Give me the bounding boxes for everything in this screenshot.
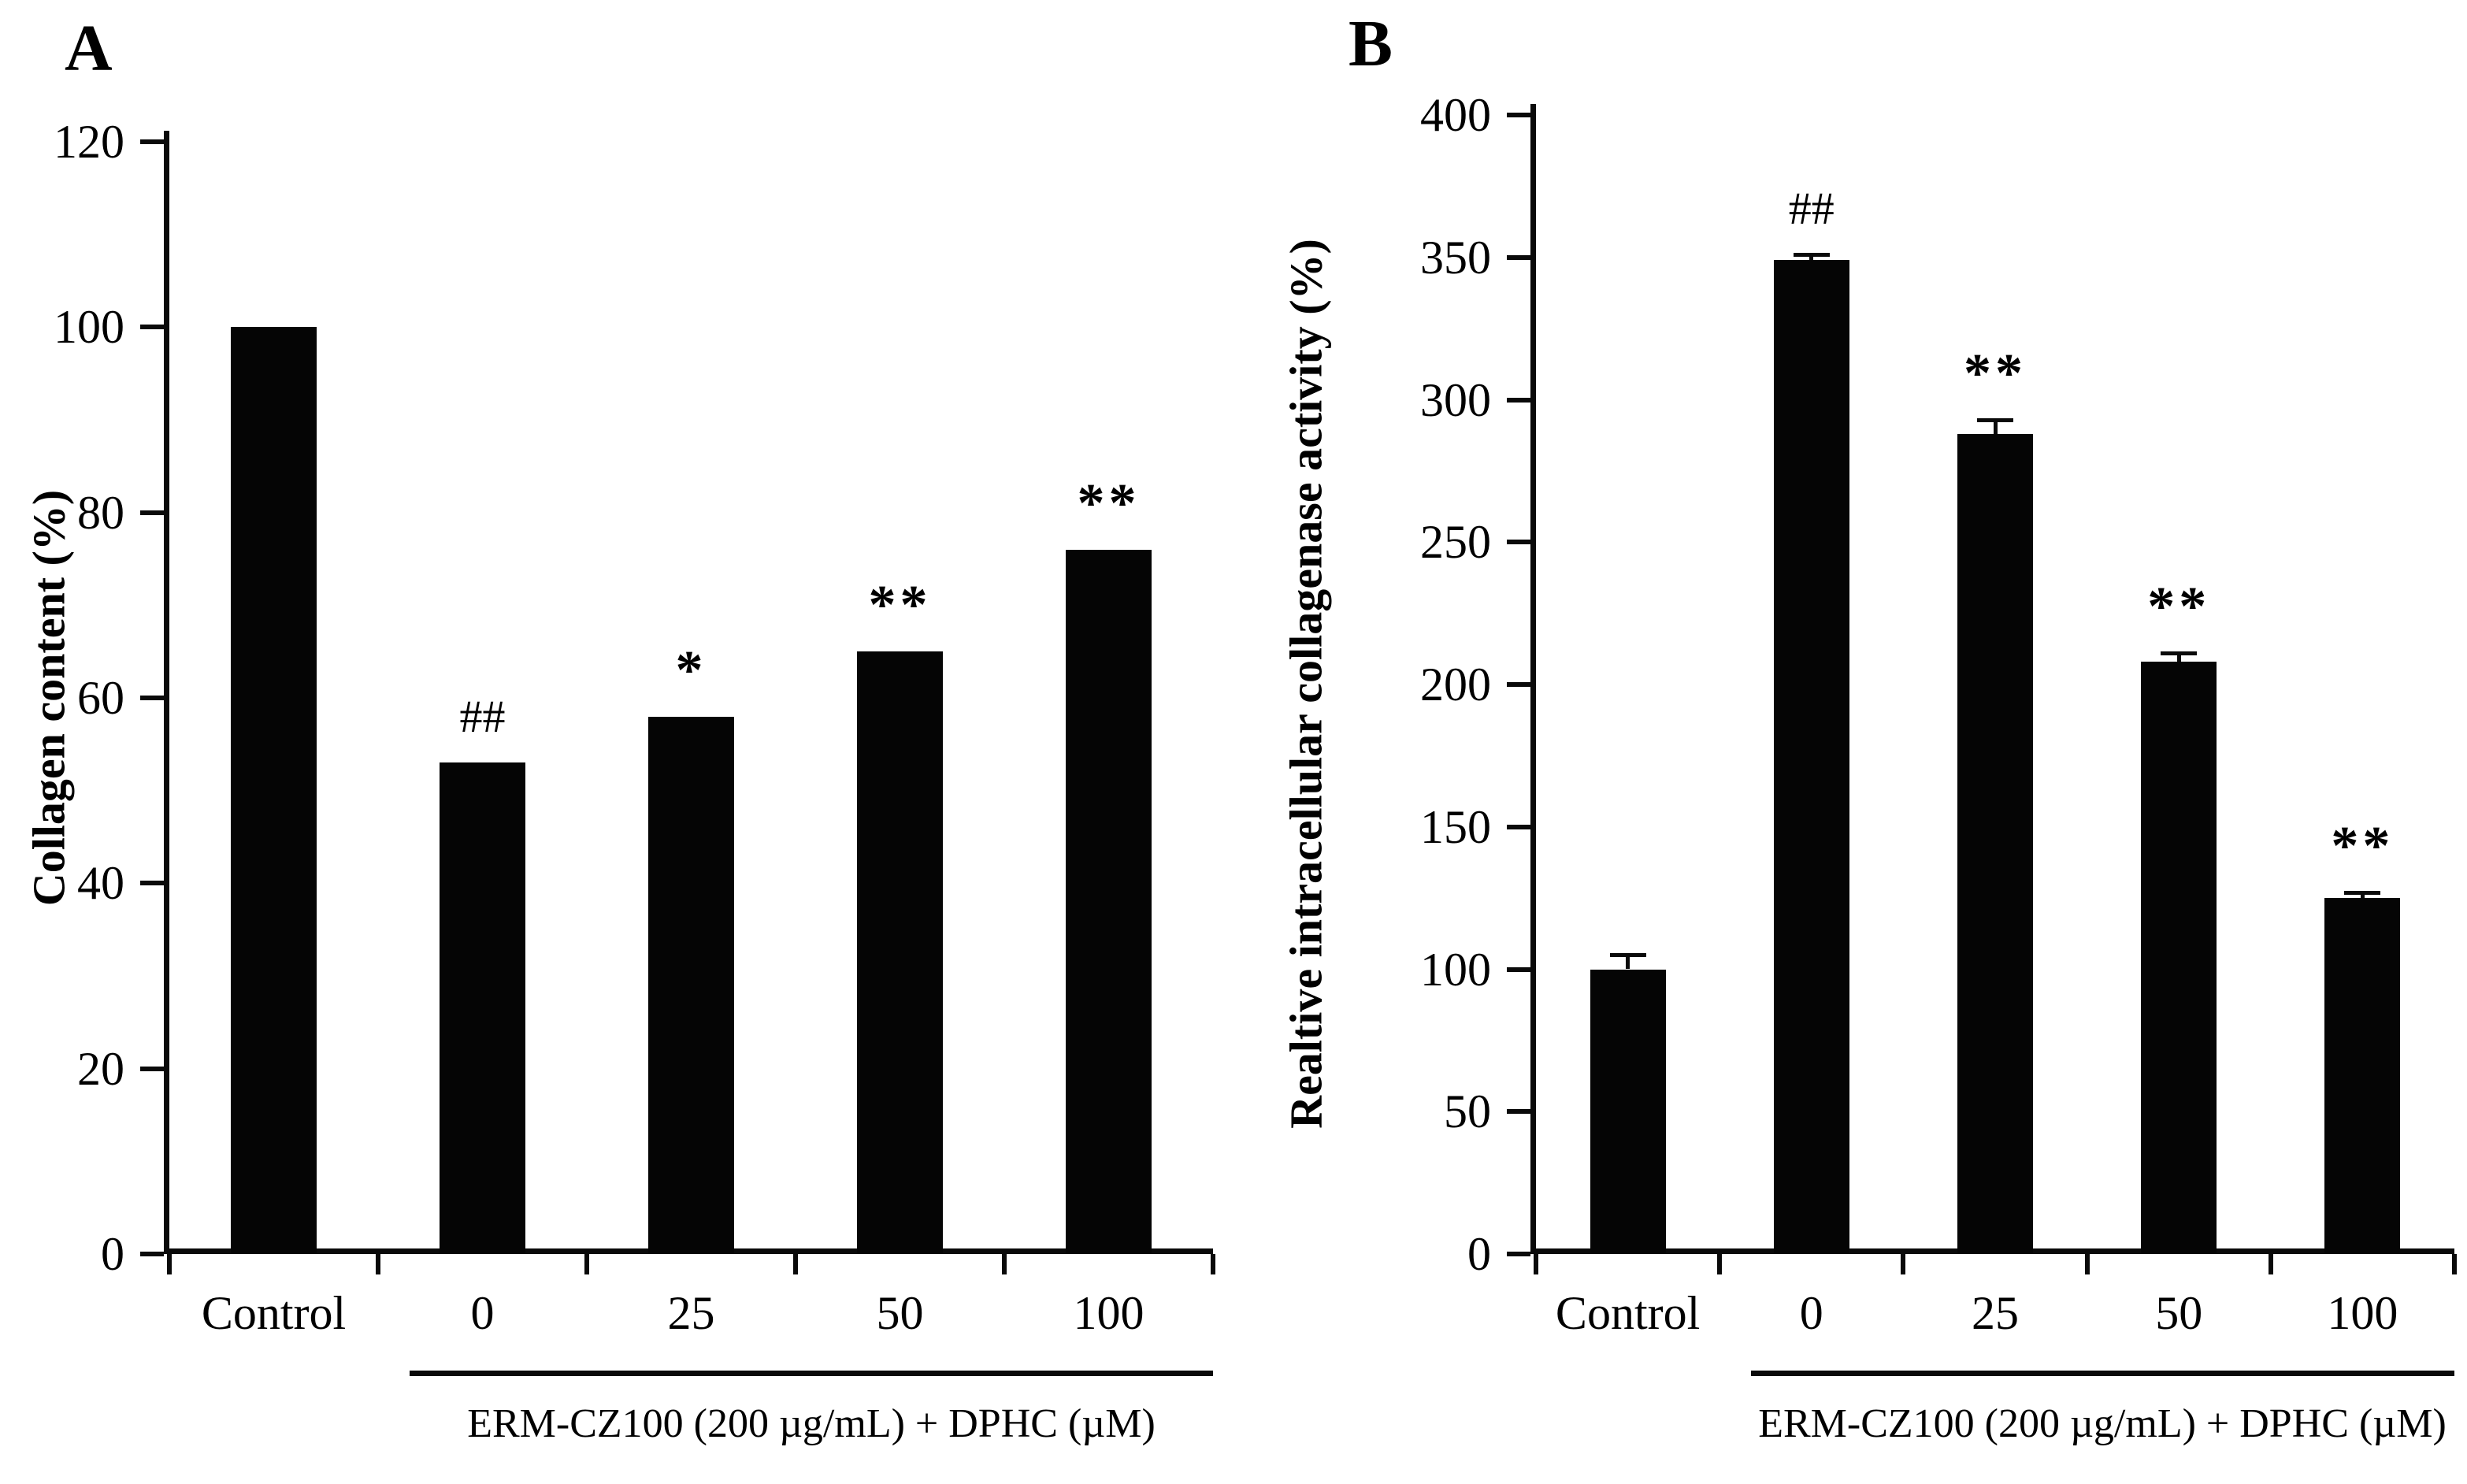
x-category-label: 25 [1972,1287,2019,1339]
x-category-label: Control [201,1287,347,1339]
y-tick-label: 20 [77,1042,124,1095]
error-bar-stem [1809,254,1814,261]
significance-annotation: ** [868,575,932,636]
significance-annotation: ## [459,691,506,743]
x-tick [2452,1254,2457,1274]
y-tick [140,696,164,700]
panel-b-label: B [1349,7,1393,80]
bar-25 [648,716,734,1254]
x-category-label: 0 [1799,1287,1823,1339]
error-bar-stem [2360,892,2365,899]
error-bar-stem [2176,653,2181,662]
y-tick-label: 150 [1420,800,1491,853]
y-tick-label: 300 [1420,373,1491,426]
y-axis-line [164,131,169,1254]
y-tick-label: 400 [1420,89,1491,141]
x-category-label: Control [1555,1287,1701,1339]
panel-a-group-underline [410,1371,1213,1376]
x-tick [1002,1254,1007,1274]
x-category-label: 100 [1073,1287,1144,1339]
error-bar-cap [2344,890,2381,895]
error-bar-stem [1626,955,1630,970]
x-tick [376,1254,380,1274]
bar-50 [2141,662,2217,1254]
y-tick [1507,113,1530,117]
significance-annotation: ** [2331,815,2395,877]
y-tick [1507,682,1530,687]
significance-annotation: ** [1964,343,2027,404]
x-category-label: 100 [2327,1287,2398,1339]
bar-0 [440,762,525,1254]
y-tick-label: 80 [77,486,124,539]
x-category-label: 50 [2155,1287,2203,1339]
y-tick-label: 100 [54,301,124,354]
y-tick [1507,824,1530,829]
y-tick-label: 0 [1467,1228,1491,1280]
bar-control [1590,969,1666,1254]
y-tick [140,881,164,886]
panel-b-group-label: ERM-CZ100 (200 µg/mL) + DPHC (µM) [1758,1401,2447,1446]
error-bar-cap [1609,953,1646,958]
y-tick-label: 0 [101,1228,124,1280]
y-tick-label: 40 [77,857,124,910]
y-tick [140,1252,164,1256]
x-tick [584,1254,589,1274]
significance-annotation: ** [2147,577,2211,638]
y-tick-label: 200 [1420,659,1491,710]
y-tick [1507,254,1530,260]
y-tick-label: 60 [77,672,124,724]
bar-25 [1957,433,2033,1254]
x-tick [2268,1254,2273,1274]
significance-annotation: ## [1788,183,1834,235]
panel-a-label: A [65,12,113,85]
y-tick [1507,1252,1530,1256]
x-tick [1717,1254,1723,1274]
significance-annotation: ** [1077,473,1141,534]
y-tick [140,510,164,515]
y-tick [1507,540,1530,545]
x-tick [1534,1254,1538,1274]
x-category-label: 50 [876,1287,924,1339]
y-tick [1507,397,1530,403]
panel-b-group-underline [1751,1371,2454,1376]
y-tick-label: 120 [54,116,124,168]
bar-50 [857,651,943,1254]
x-category-label: 0 [470,1287,495,1339]
y-tick [140,139,164,144]
y-tick-label: 350 [1420,231,1491,284]
x-tick [1211,1254,1215,1274]
bar-100 [2324,898,2400,1254]
x-tick [793,1254,798,1274]
significance-annotation: * [675,640,707,701]
y-tick [1507,1109,1530,1115]
y-tick [140,325,164,330]
error-bar-cap [1977,417,2013,422]
y-tick-label: 250 [1420,516,1491,569]
x-tick [2084,1254,2090,1274]
error-bar-cap [1793,253,1830,258]
y-tick [140,1066,164,1071]
x-tick [167,1254,172,1274]
x-tick [1901,1254,1906,1274]
panel-a-group-label: ERM-CZ100 (200 µg/mL) + DPHC (µM) [467,1401,1156,1446]
bar-control [231,327,317,1254]
y-axis-line [1530,104,1536,1254]
y-tick [1507,966,1530,972]
y-tick-label: 50 [1444,1085,1491,1138]
x-category-label: 25 [667,1287,715,1339]
bar-0 [1774,260,1849,1254]
bar-100 [1066,549,1152,1254]
error-bar-cap [2161,651,2198,656]
error-bar-stem [1993,419,1998,434]
y-tick-label: 100 [1420,943,1491,996]
